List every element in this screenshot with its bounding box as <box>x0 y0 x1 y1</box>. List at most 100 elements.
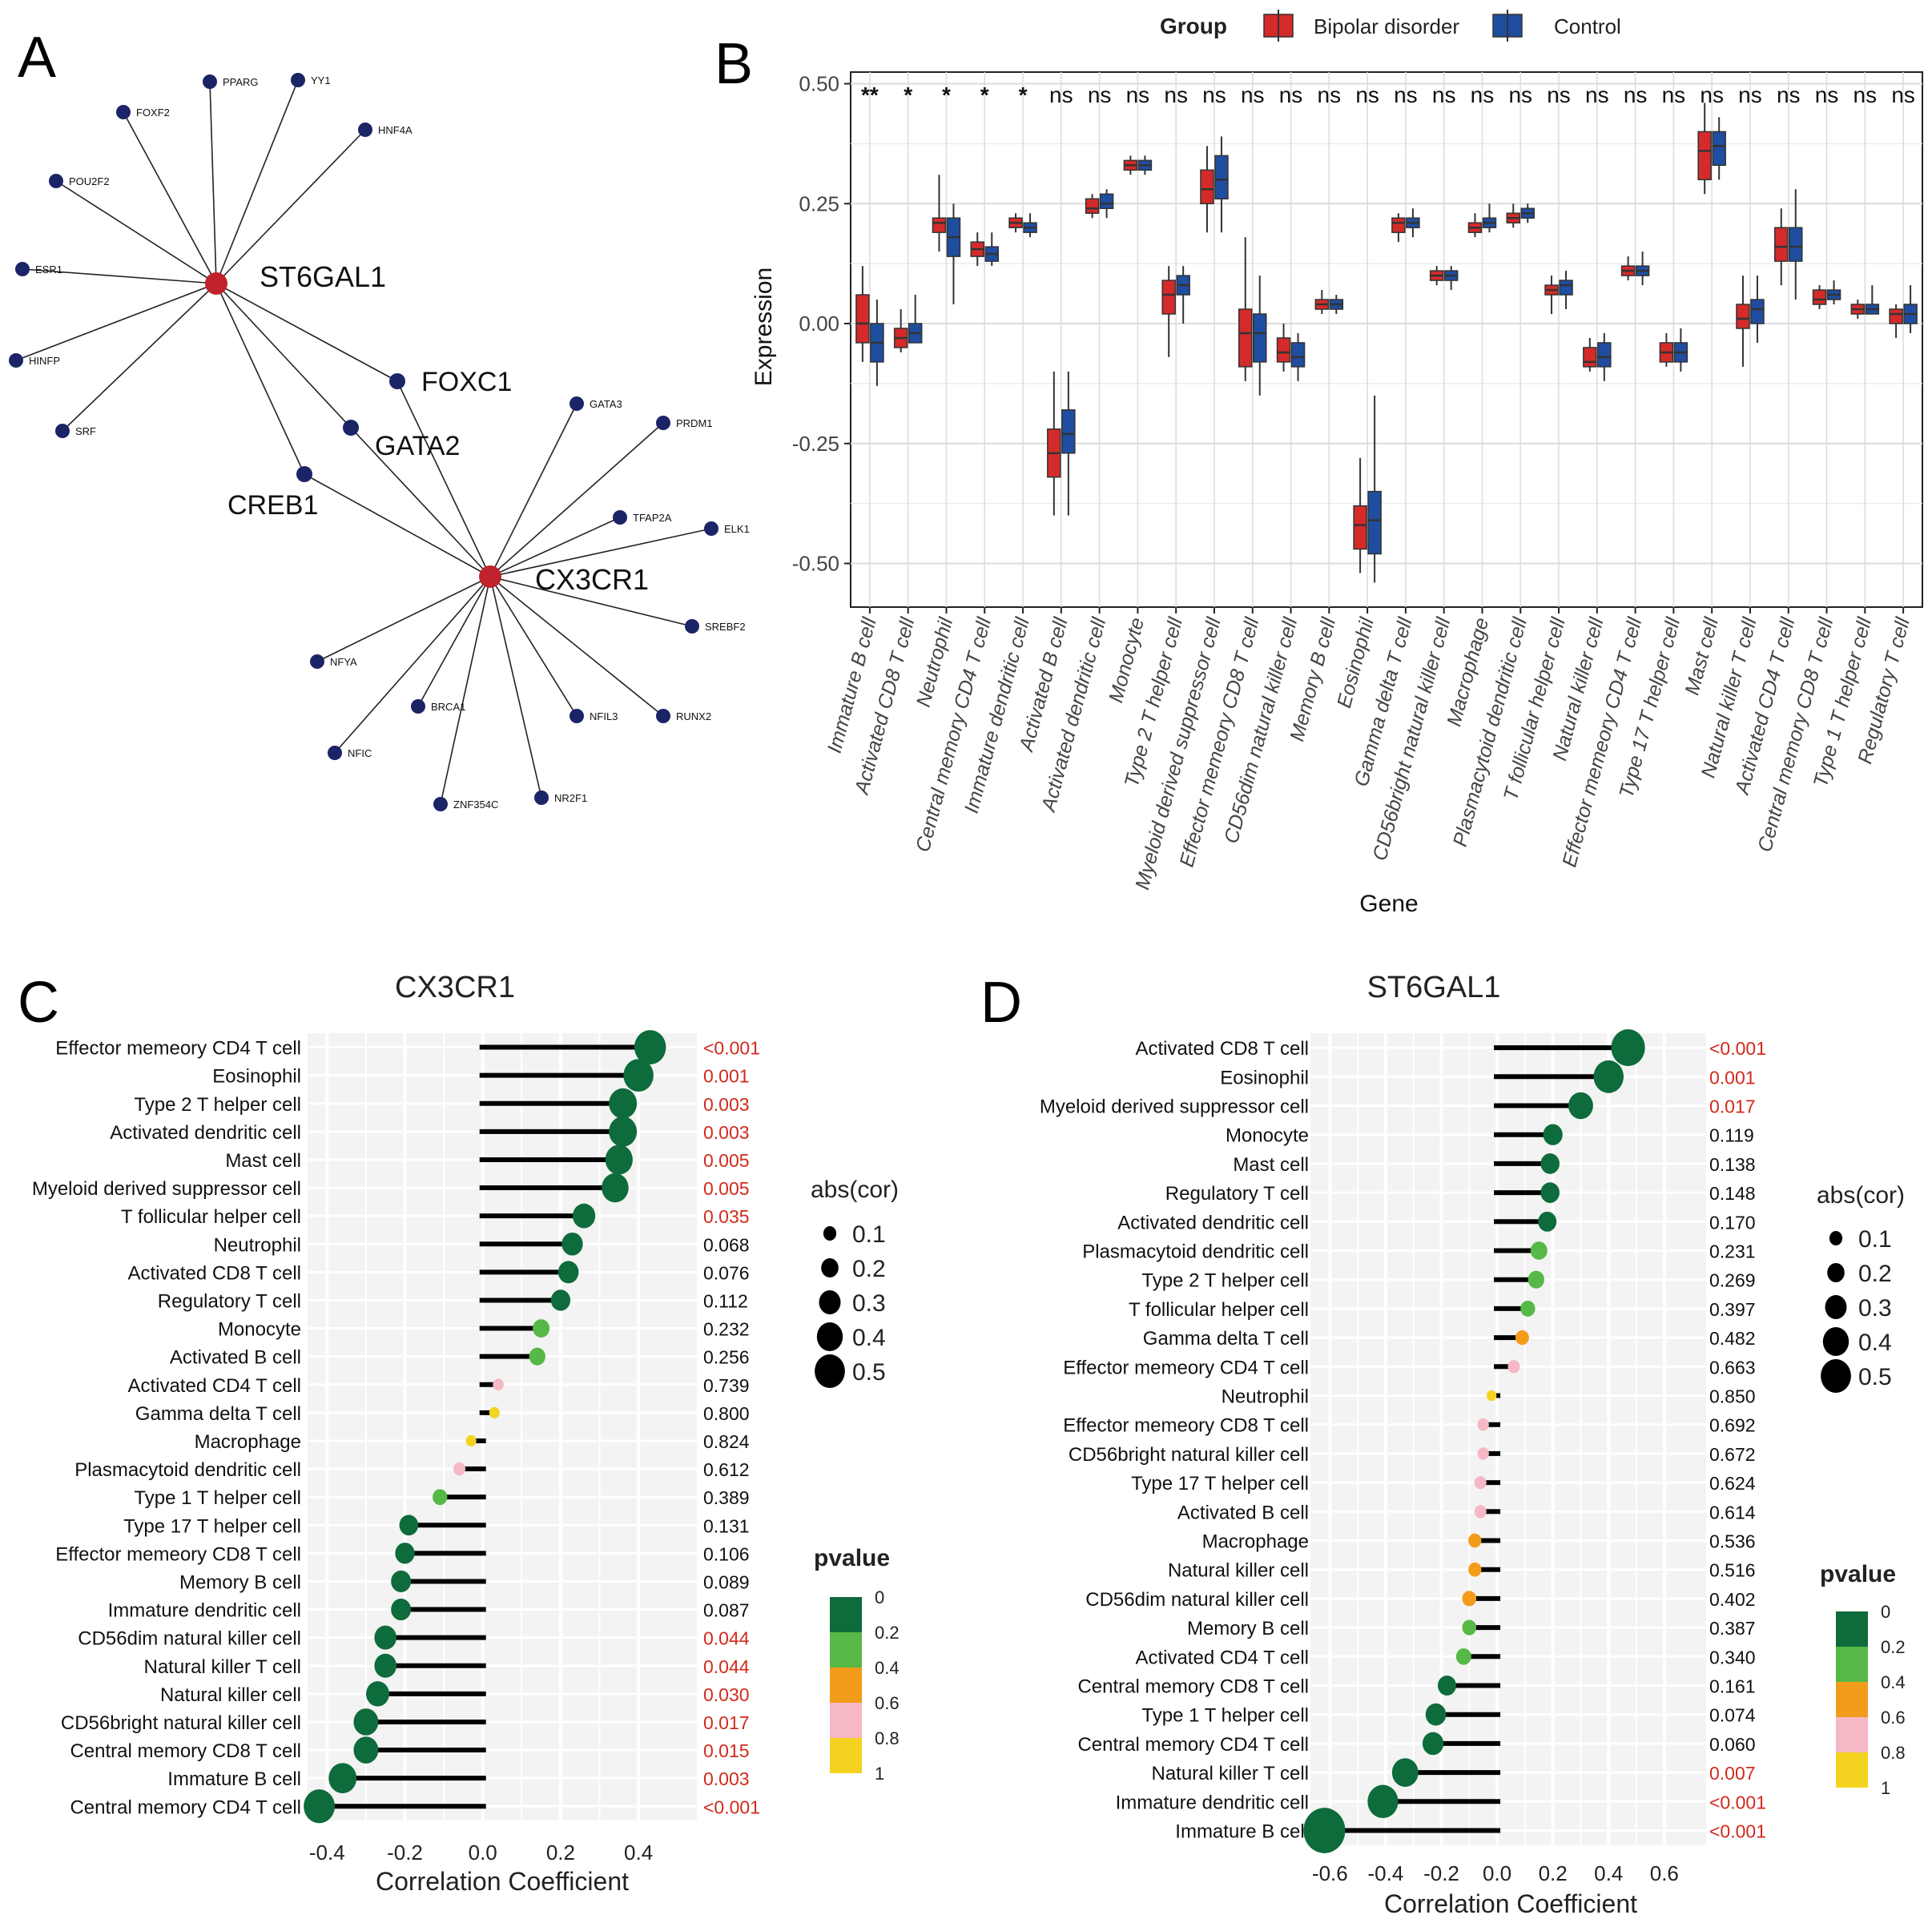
lollipop-dot <box>1425 1703 1447 1726</box>
pvalue-label: 0.005 <box>703 1178 750 1199</box>
lollipop-dot <box>550 1289 571 1311</box>
category-label: Activated B cell <box>170 1347 301 1369</box>
lollipop-dot <box>1455 1647 1471 1665</box>
box <box>1276 337 1291 363</box>
lollipop-dot <box>366 1681 389 1707</box>
pvalue-label: 0.663 <box>1709 1357 1756 1378</box>
lollipop-dot <box>1540 1153 1560 1174</box>
tf-label: NFYA <box>330 656 357 668</box>
edge <box>350 427 491 577</box>
hub-label: ST6GAL1 <box>260 260 386 293</box>
category-label: T follicular helper cell <box>121 1206 301 1228</box>
lollipop-dot <box>623 1059 654 1092</box>
plot-area <box>1310 1033 1706 1845</box>
lollipop-dot <box>1530 1241 1548 1260</box>
lollipop-dot <box>561 1232 583 1256</box>
color-legend-label: 0.6 <box>875 1693 900 1713</box>
lollipop-dot <box>374 1653 397 1678</box>
lollipop-dot <box>1477 1447 1489 1460</box>
legend-title: Group <box>1160 14 1227 38</box>
pvalue-label: 0.256 <box>703 1347 750 1368</box>
box <box>1712 131 1726 167</box>
tf-node <box>656 709 670 723</box>
pvalue-label: 0.131 <box>703 1515 750 1536</box>
size-legend-label: 0.1 <box>1858 1226 1892 1253</box>
tf-node <box>389 373 405 389</box>
pvalue-label: 0.536 <box>1709 1531 1756 1552</box>
x-tick-label: 0.4 <box>624 1841 653 1865</box>
tf-label: GATA2 <box>375 431 460 461</box>
category-label: Natural killer T cell <box>143 1656 301 1678</box>
size-legend-label: 0.3 <box>852 1290 886 1317</box>
tf-node <box>296 466 312 482</box>
significance-label: ns <box>1547 82 1571 107</box>
pvalue-label: 0.030 <box>703 1684 750 1705</box>
tf-node <box>291 73 305 87</box>
pvalue-label: 0.269 <box>1709 1270 1756 1291</box>
pvalue-label: 0.612 <box>703 1459 750 1480</box>
color-legend-label: 0.2 <box>875 1623 900 1643</box>
box <box>1161 280 1176 315</box>
significance-label: ns <box>1854 82 1878 107</box>
pvalue-label: 0.087 <box>703 1600 750 1621</box>
edge <box>489 422 664 577</box>
tf-node <box>55 424 70 438</box>
x-tick-label: 0.6 <box>1650 1861 1679 1885</box>
x-tick-label: -0.4 <box>309 1841 345 1865</box>
edge <box>489 576 693 627</box>
tf-label: ESR1 <box>35 264 62 276</box>
lollipop-dot <box>1527 1270 1544 1289</box>
tf-node <box>203 74 217 89</box>
lollipop-dot <box>399 1515 419 1536</box>
box <box>1774 227 1789 262</box>
x-tick-label: -0.2 <box>387 1841 423 1865</box>
significance-label: ns <box>1508 82 1532 107</box>
significance-label: ** <box>861 82 879 107</box>
lollipop-dot <box>1520 1300 1536 1317</box>
tf-label: FOXC1 <box>421 367 512 397</box>
x-tick-label: 0.2 <box>546 1841 575 1865</box>
size-legend-label: 0.1 <box>852 1221 886 1248</box>
category-label: Effector memeory CD8 T cell <box>55 1543 301 1565</box>
pvalue-label: 0.672 <box>1709 1444 1756 1465</box>
plot-area <box>850 71 1923 608</box>
lollipop-dot <box>1477 1418 1489 1431</box>
pvalue-label: 0.076 <box>703 1262 750 1283</box>
pvalue-label: <0.001 <box>1709 1038 1766 1059</box>
category-label: Central memory CD4 T cell <box>1077 1734 1309 1756</box>
x-tick-label: -0.2 <box>1423 1861 1459 1885</box>
size-legend-dot <box>1822 1327 1849 1356</box>
lollipop-dot <box>1507 1360 1520 1374</box>
size-legend-label: 0.3 <box>1858 1295 1892 1322</box>
box <box>1789 227 1803 262</box>
color-legend-swatch <box>830 1632 862 1668</box>
significance-label: ns <box>1777 82 1801 107</box>
category-label: Immature dendritic cell <box>108 1600 301 1622</box>
hub-node <box>205 272 227 295</box>
tf-label: HNF4A <box>378 124 413 136</box>
pvalue-label: 0.850 <box>1709 1386 1756 1407</box>
size-legend-label: 0.4 <box>852 1325 886 1351</box>
box <box>932 217 947 233</box>
box <box>1099 193 1114 209</box>
pvalue-label: 0.017 <box>703 1712 750 1733</box>
x-tick-label: 0.0 <box>469 1841 497 1865</box>
pvalue-label: 0.389 <box>703 1487 750 1508</box>
lollipop-dot <box>1367 1784 1399 1819</box>
category-label: T follicular helper cell <box>1129 1299 1309 1321</box>
edge <box>215 283 398 382</box>
tf-label: POU2F2 <box>69 175 110 187</box>
category-label: Plasmacytoid dendritic cell <box>74 1459 301 1481</box>
significance-label: ns <box>1432 82 1456 107</box>
color-legend-label: 0.2 <box>1881 1637 1906 1657</box>
pvalue-label: 0.015 <box>703 1740 750 1761</box>
box <box>855 294 870 344</box>
pvalue-label: 0.231 <box>1709 1241 1756 1262</box>
tf-node <box>570 396 584 411</box>
edge <box>489 576 542 799</box>
tf-node <box>411 699 425 714</box>
category-label: Central memory CD8 T cell <box>70 1740 301 1762</box>
lollipop-dot <box>1515 1330 1529 1346</box>
box <box>1238 308 1253 368</box>
category-label: Activated B cell <box>1177 1502 1309 1523</box>
